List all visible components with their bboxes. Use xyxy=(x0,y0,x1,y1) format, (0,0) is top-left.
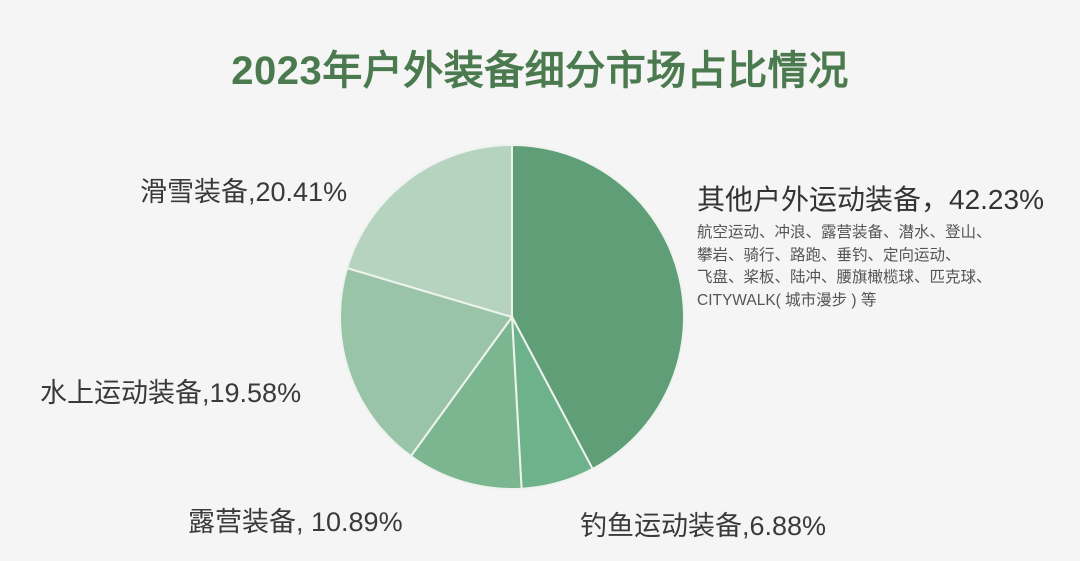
label-water: 水上运动装备,19.58% xyxy=(40,378,302,408)
other-detail-line: 飞盘、桨板、陆冲、腰旗橄榄球、匹克球、 xyxy=(697,269,992,286)
chart-title: 2023年户外装备细分市场占比情况 xyxy=(231,49,849,93)
pie-slice xyxy=(409,314,523,490)
label-fishing: 钓鱼运动装备,6.88% xyxy=(580,511,827,541)
pie-slice xyxy=(339,266,514,458)
label-other: 其他户外运动装备，42.23% xyxy=(697,184,1044,215)
label-camping: 露营装备, 10.89% xyxy=(188,507,403,537)
other-detail-line: 航空运动、冲浪、露营装备、潜水、登山、 xyxy=(697,224,992,241)
pie-slice xyxy=(511,143,685,471)
label-ski: 滑雪装备,20.41% xyxy=(140,177,348,207)
other-detail-line: CITYWALK( 城市漫步 ) 等 xyxy=(697,291,877,309)
pie-slice xyxy=(345,143,513,319)
other-detail-line: 攀岩、骑行、路跑、垂钓、定向运动、 xyxy=(697,246,961,264)
other-detail: 航空运动、冲浪、露营装备、潜水、登山、 攀岩、骑行、路跑、垂钓、定向运动、 飞盘… xyxy=(697,222,1057,312)
